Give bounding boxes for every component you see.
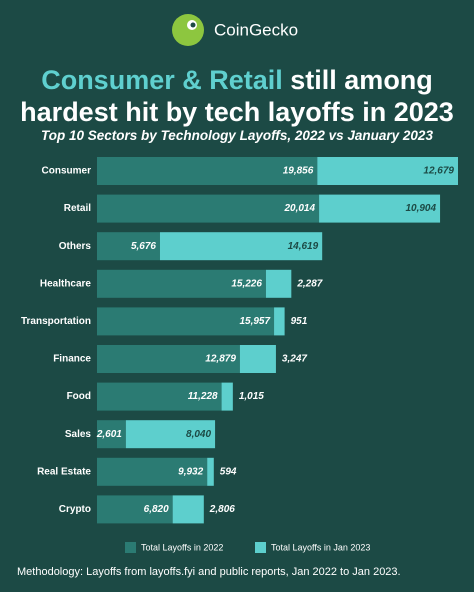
value-label: 10,904	[405, 203, 436, 214]
category-label: Retail	[64, 203, 91, 214]
bar-segment	[97, 495, 173, 524]
value-label: 11,228	[188, 391, 218, 402]
category-label: Healthcare	[40, 278, 92, 289]
bar-segment	[274, 307, 285, 336]
bar-segment	[97, 232, 160, 261]
logo	[172, 14, 204, 46]
bar-segment	[221, 382, 233, 411]
bar-segment	[97, 382, 222, 411]
bar-segment	[172, 495, 204, 524]
bar-segment	[97, 157, 318, 185]
value-label: 6,820	[144, 504, 169, 515]
bar-segment	[97, 457, 208, 486]
value-label: 12,879	[205, 354, 236, 365]
bar-segment	[239, 345, 276, 373]
bar-segment	[159, 232, 323, 261]
category-label: Finance	[53, 354, 91, 365]
bar-segment	[97, 307, 275, 336]
category-label: Others	[59, 241, 92, 252]
title-highlight: Consumer & Retail	[41, 65, 283, 95]
value-label: 3,247	[282, 354, 307, 365]
category-label: Real Estate	[37, 466, 91, 477]
value-label: 2,806	[209, 504, 235, 515]
bar-segment	[207, 457, 214, 486]
value-label: 15,957	[239, 316, 270, 327]
value-label: 19,856	[283, 166, 314, 177]
bar-segment	[319, 194, 441, 223]
value-label: 2,601	[96, 429, 122, 440]
category-label: Transportation	[21, 316, 91, 327]
legend-label: Total Layoffs in 2022	[141, 542, 223, 552]
value-label: 594	[220, 466, 237, 477]
legend-swatch	[255, 542, 266, 553]
value-label: 14,619	[288, 241, 319, 252]
value-label: 951	[291, 316, 308, 327]
bar-segment	[97, 194, 320, 223]
bar-segment	[97, 420, 126, 449]
value-label: 5,676	[131, 241, 156, 252]
legend-label: Total Layoffs in Jan 2023	[271, 542, 370, 552]
logo-pupil	[190, 22, 196, 28]
chart-title: Consumer & Retail still among hardest hi…	[12, 64, 462, 128]
title-text: still among hardest hit by tech layoffs …	[20, 65, 454, 127]
value-label: 20,014	[283, 203, 315, 214]
bar-segment	[317, 157, 458, 185]
category-label: Crypto	[59, 504, 91, 515]
brand: CoinGecko	[214, 20, 298, 39]
category-label: Sales	[65, 429, 92, 440]
value-label: 1,015	[239, 391, 264, 402]
bar-segment	[97, 269, 266, 298]
category-label: Consumer	[42, 166, 92, 177]
value-label: 9,932	[178, 466, 203, 477]
bar-segment	[265, 269, 292, 298]
value-label: 2,287	[296, 278, 322, 289]
bar-segment	[97, 345, 240, 373]
legend-swatch	[125, 542, 136, 553]
footnote: Methodology: Layoffs from layoffs.fyi an…	[17, 566, 401, 578]
value-label: 15,226	[231, 278, 262, 289]
category-label: Food	[67, 391, 91, 402]
value-label: 8,040	[186, 429, 211, 440]
bar-segment	[125, 420, 216, 449]
value-label: 12,679	[423, 166, 454, 177]
chart-subtitle: Top 10 Sectors by Technology Layoffs, 20…	[41, 128, 433, 143]
